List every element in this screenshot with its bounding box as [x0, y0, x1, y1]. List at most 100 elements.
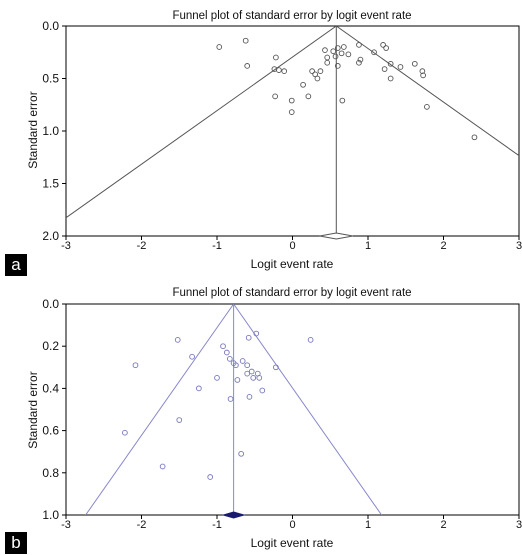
data-point: [246, 393, 253, 400]
data-point: [220, 343, 226, 350]
y-tick-label: 1.5: [42, 177, 59, 191]
data-point: [223, 349, 230, 356]
data-point: [207, 474, 214, 480]
funnel-lines: [85, 304, 382, 515]
panel-label-b: b: [5, 532, 27, 554]
summary-diamond: [221, 511, 246, 519]
y-tick-label: 0.2: [42, 339, 59, 353]
funnel-left-limit: [66, 26, 337, 219]
data-point: [244, 362, 251, 369]
data-point: [332, 53, 339, 60]
data-point: [238, 450, 245, 457]
data-point: [248, 368, 255, 375]
data-point: [245, 334, 252, 341]
x-tick-label: 3: [516, 240, 522, 252]
data-point: [281, 68, 288, 75]
data-point: [242, 37, 249, 44]
y-tick-label: 0.0: [42, 297, 59, 311]
x-axis-label: Logit event rate: [251, 257, 334, 271]
data-point: [176, 417, 183, 423]
data-point: [314, 75, 321, 82]
data-point: [214, 375, 220, 381]
panel-label-a: a: [5, 254, 27, 276]
data-point: [227, 396, 234, 402]
data-point: [233, 362, 239, 369]
y-tick-label: 1.0: [42, 508, 59, 522]
x-tick-label: 2: [440, 519, 446, 531]
x-tick-label: -3: [61, 240, 71, 252]
x-axis-label: Logit event rate: [251, 536, 334, 550]
data-point: [300, 81, 306, 88]
data-point: [312, 71, 319, 78]
data-point: [307, 337, 314, 343]
plot-frame: [65, 303, 520, 516]
x-tick-label: 2: [440, 240, 446, 252]
x-tick-label: 0: [289, 519, 295, 531]
data-point: [471, 134, 478, 141]
data-point: [273, 364, 279, 371]
x-tick-label: 1: [365, 519, 371, 531]
data-point: [122, 429, 128, 436]
chart-title: Funnel plot of standard error by logit e…: [172, 10, 411, 22]
x-tick-label: -3: [61, 519, 71, 531]
data-point: [256, 375, 263, 381]
data-point: [330, 48, 337, 55]
data-point: [419, 68, 426, 75]
x-tick-label: -1: [212, 240, 222, 252]
data-point: [334, 63, 341, 69]
data-point: [324, 59, 331, 66]
data-point: [420, 72, 426, 79]
x-tick-label: -2: [137, 519, 147, 531]
x-tick-label: -1: [212, 519, 222, 531]
x-tick-label: 0: [289, 240, 295, 252]
data-point: [356, 42, 362, 48]
data-point: [309, 68, 315, 75]
data-point: [273, 54, 279, 61]
data-point: [371, 49, 377, 56]
data-point: [253, 330, 260, 337]
y-tick-label: 0.5: [42, 72, 59, 86]
data-point: [424, 103, 430, 110]
data-point: [317, 68, 324, 75]
data-point: [387, 60, 394, 67]
funnel-lines: [66, 26, 519, 236]
data-point: [380, 42, 386, 48]
data-point: [288, 109, 295, 115]
summary-diamond: [319, 232, 353, 240]
data-point: [244, 370, 251, 377]
data-point: [411, 60, 418, 67]
data-point: [381, 66, 388, 72]
y-tick-label: 0.6: [42, 424, 59, 438]
x-tick-label: -2: [137, 240, 147, 252]
funnel-left-limit: [85, 304, 235, 515]
data-point: [189, 353, 195, 360]
y-axis-label: Standard error: [26, 91, 40, 168]
data-point: [322, 47, 328, 54]
data-point: [387, 75, 394, 82]
data-point: [356, 59, 362, 66]
data-point: [250, 375, 257, 381]
data-point: [345, 51, 352, 58]
data-point: [339, 97, 346, 104]
data-point: [305, 93, 312, 100]
data-point: [324, 54, 331, 61]
data-point: [174, 337, 181, 343]
data-point: [338, 50, 345, 57]
data-point: [226, 356, 233, 362]
x-tick-label: 1: [365, 240, 371, 252]
data-point: [334, 45, 341, 51]
x-tick-label: 3: [516, 519, 522, 531]
chart-title: Funnel plot of standard error by logit e…: [172, 287, 411, 299]
funnel-right-limit: [336, 26, 519, 157]
data-point: [357, 56, 364, 63]
data-point: [288, 97, 295, 104]
data-point: [397, 64, 404, 70]
panel-b-funnel-plot: Funnel plot of standard error by logit e…: [26, 287, 522, 550]
y-tick-label: 1.0: [42, 124, 59, 138]
data-point: [216, 44, 223, 50]
funnel-right-limit: [233, 304, 382, 515]
data-point: [272, 93, 278, 100]
data-point: [340, 44, 347, 50]
y-tick-label: 0.8: [42, 466, 59, 480]
